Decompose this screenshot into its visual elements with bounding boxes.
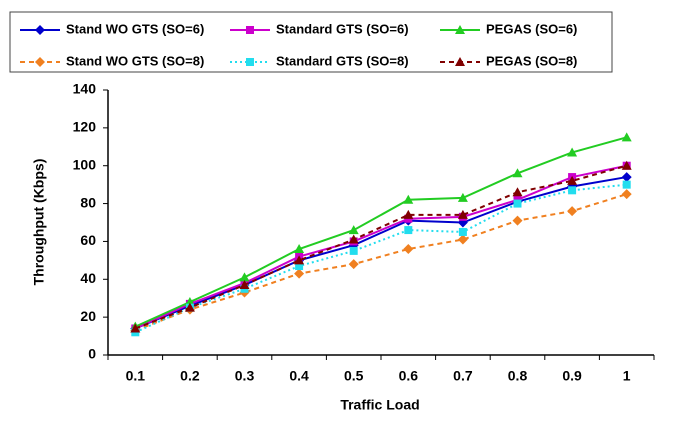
x-tick-label: 0.7 [453,368,473,384]
legend-label: Stand WO GTS (SO=8) [66,53,204,68]
x-tick-label: 0.2 [180,368,200,384]
y-axis-title: Throughput (Kbps) [31,159,47,286]
series-line [134,193,627,332]
marker [184,302,195,312]
marker [348,259,359,270]
legend-marker [246,26,254,34]
marker [239,272,250,282]
legend-marker [35,57,45,67]
marker [457,234,468,245]
marker [348,225,359,235]
marker [621,132,632,142]
marker [512,215,523,226]
x-tick-label: 0.8 [508,368,528,384]
marker [294,244,305,253]
marker [457,209,468,219]
series-line [134,164,627,330]
legend-label: Stand WO GTS (SO=6) [66,21,204,36]
x-tick-label: 0.5 [344,368,364,384]
marker [567,206,578,217]
marker [458,227,467,236]
y-tick-label: 40 [80,270,96,286]
marker [457,192,468,202]
marker [130,323,141,333]
marker [348,234,359,244]
x-tick-label: 0.4 [289,368,309,384]
y-tick-label: 80 [80,194,96,210]
marker [567,147,578,157]
marker [622,180,631,189]
marker [403,209,414,219]
x-tick-label: 0.1 [126,368,146,384]
marker [621,160,632,170]
y-tick-label: 140 [73,81,97,97]
legend-marker [246,58,254,66]
marker [403,244,414,254]
marker [404,226,413,235]
y-tick-label: 0 [88,346,96,362]
y-tick-label: 20 [80,308,96,324]
marker [513,199,522,208]
series-line [134,176,627,330]
marker [294,268,305,279]
marker [295,262,304,271]
x-tick-label: 0.3 [235,368,255,384]
marker [568,186,577,195]
y-tick-label: 100 [73,156,97,172]
marker [239,279,250,289]
legend-label: Standard GTS (SO=6) [276,21,409,36]
legend-label: PEGAS (SO=8) [486,53,577,68]
x-tick-label: 0.9 [562,368,582,384]
marker [294,255,305,265]
y-tick-label: 60 [80,232,96,248]
marker [621,189,632,200]
series-line [134,136,627,328]
y-tick-label: 120 [73,119,97,135]
x-tick-label: 1 [623,368,631,384]
marker [621,172,632,183]
marker [403,194,414,204]
legend-marker [455,25,465,34]
x-tick-label: 0.6 [399,368,419,384]
series-line [134,164,627,330]
series-line [134,183,627,334]
legend-label: PEGAS (SO=6) [486,21,577,36]
marker [512,187,523,197]
marker [567,175,578,185]
legend-box [9,11,613,73]
legend-marker [35,25,45,35]
legend-marker [455,57,465,66]
marker [512,168,523,178]
marker [349,246,358,255]
legend-label: Standard GTS (SO=8) [276,53,409,68]
x-axis-title: Traffic Load [340,397,419,413]
